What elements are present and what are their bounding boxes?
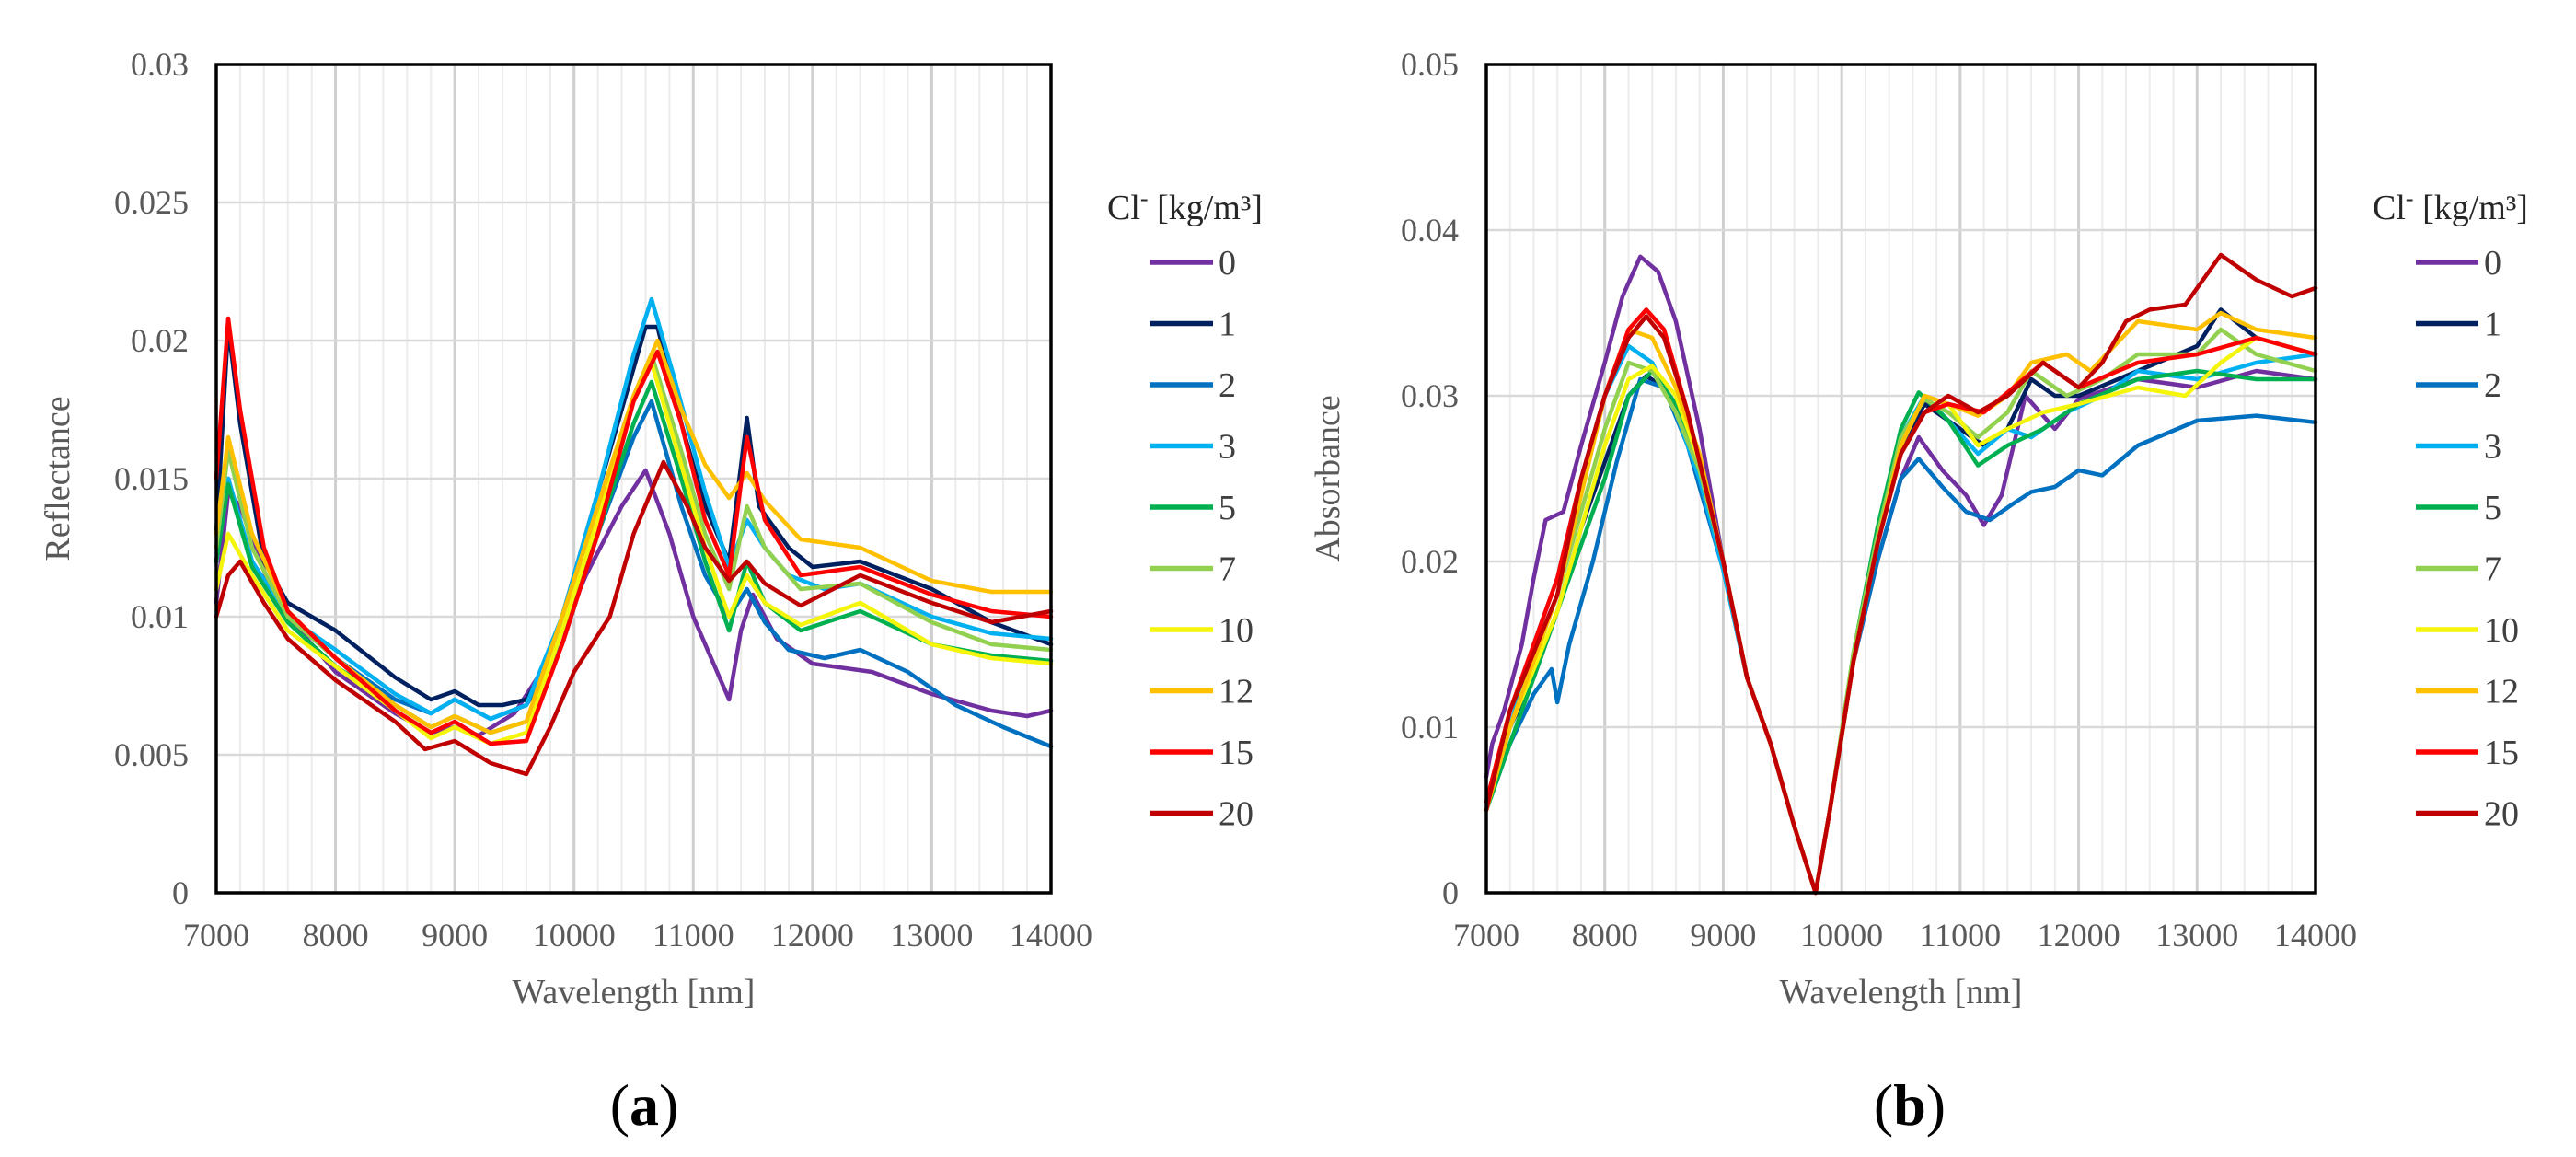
chart-b-series-7 (1484, 327, 2318, 896)
chart-a-x-tick-label: 9000 (422, 917, 488, 954)
chart-a-y-axis-title: Reflectance (39, 396, 77, 561)
chart-b-legend-label-10: 10 (2484, 611, 2519, 650)
chart-a-legend-label-20: 20 (1219, 795, 1253, 834)
chart-a-legend-title: Cl- [kg/m³] (1107, 185, 1263, 227)
chart-a-y-tick-label: 0 (172, 874, 189, 911)
chart-b-y-tick-label: 0 (1442, 874, 1459, 911)
chart-b-y-axis-title: Absorbance (1309, 395, 1347, 561)
chart-b-x-tick-label: 12000 (2038, 917, 2120, 954)
chart-b-legend-label-12: 12 (2484, 673, 2519, 712)
chart-a-y-tick-label: 0.015 (114, 460, 189, 497)
chart-b-y-tick-label: 0.02 (1401, 543, 1459, 580)
chart-b-x-axis-title: Wavelength [nm] (1780, 973, 2023, 1012)
chart-b-x-tick-label: 14000 (2274, 917, 2357, 954)
chart-a-x-tick-label: 14000 (1010, 917, 1092, 954)
chart-a-legend-label-12: 12 (1219, 673, 1253, 712)
chart-b-plot-frame (1484, 63, 2317, 895)
chart-a-x-tick-label: 8000 (303, 917, 369, 954)
chart-a-y-tick-label: 0.005 (114, 736, 189, 773)
chart-b-x-tick-label: 8000 (1572, 917, 1638, 954)
chart-a-series-15 (214, 316, 1054, 746)
chart-a-legend-label-3: 3 (1219, 428, 1236, 467)
chart-a-legend-label-2: 2 (1219, 366, 1236, 405)
chart-a-x-axis-title: Wavelength [nm] (513, 973, 756, 1012)
chart-a-legend-label-10: 10 (1219, 611, 1253, 650)
chart-b-series-20 (1484, 252, 2318, 896)
chart-a-legend-label-15: 15 (1219, 734, 1253, 772)
chart-b-legend-label-15: 15 (2484, 734, 2519, 772)
chart-a-legend-label-7: 7 (1219, 550, 1236, 589)
chart-b: 7000 8000 9000 10000 11000 12000 13000 14000 0 0.… (1309, 46, 2528, 1138)
chart-a-series-2 (214, 399, 1054, 749)
chart-b-legend-label-0: 0 (2484, 244, 2501, 283)
chart-b-legend-label-5: 5 (2484, 489, 2501, 527)
chart-b-x-tick-label: 11000 (1920, 917, 2002, 954)
chart-b-series-12 (1484, 310, 2318, 896)
chart-b-series-1 (1484, 307, 2318, 896)
chart-a-x-tick-label: 11000 (653, 917, 734, 954)
chart-a-x-tick-label: 10000 (533, 917, 616, 954)
chart-a-x-tick-label: 13000 (890, 917, 973, 954)
chart-b-legend-label-20: 20 (2484, 795, 2519, 834)
chart-a-y-tick-label: 0.03 (131, 46, 189, 83)
chart-b-legend-title: Cl- [kg/m³] (2373, 185, 2528, 227)
chart-a-series-3 (214, 296, 1054, 722)
chart-a-legend-label-5: 5 (1219, 489, 1236, 527)
chart-a-panel-label: (a) (610, 1072, 679, 1138)
chart-a-series-20 (214, 459, 1054, 777)
chart-b-y-tick-label: 0.01 (1401, 709, 1459, 746)
chart-b-series-0 (1484, 254, 2318, 896)
chart-b-legend-label-3: 3 (2484, 428, 2501, 467)
chart-b-y-tick-label: 0.05 (1401, 46, 1459, 83)
chart-b-y-tick-label: 0.04 (1401, 212, 1459, 249)
chart-a-x-tick-label: 12000 (771, 917, 854, 954)
chart-b-y-tick-label: 0.03 (1401, 377, 1459, 414)
chart-b-x-tick-label: 10000 (1800, 917, 1883, 954)
chart-a-y-tick-label: 0.02 (131, 322, 189, 359)
chart-b-panel-label: (b) (1874, 1072, 1946, 1138)
chart-b-legend-label-1: 1 (2484, 306, 2501, 344)
chart-a-series-1 (214, 324, 1054, 708)
chart-a-plot-frame (214, 63, 1053, 895)
chart-b-x-tick-label: 13000 (2155, 917, 2238, 954)
chart-a-legend-label-0: 0 (1219, 244, 1236, 283)
chart-a-y-tick-label: 0.025 (114, 184, 189, 221)
chart-a-x-tick-label: 7000 (183, 917, 249, 954)
chart-b-x-tick-label: 7000 (1453, 917, 1519, 954)
chart-a: 7000 8000 9000 10000 11000 12000 13000 14000 0 0.… (39, 46, 1263, 1138)
chart-a-legend-label-1: 1 (1219, 306, 1236, 344)
chart-b-legend-label-2: 2 (2484, 366, 2501, 405)
chart-b-series-15 (1484, 307, 2318, 896)
chart-a-series-0 (214, 468, 1054, 738)
chart-a-y-tick-label: 0.01 (131, 598, 189, 635)
chart-b-legend-label-7: 7 (2484, 550, 2501, 589)
chart-b-x-tick-label: 9000 (1690, 917, 1756, 954)
